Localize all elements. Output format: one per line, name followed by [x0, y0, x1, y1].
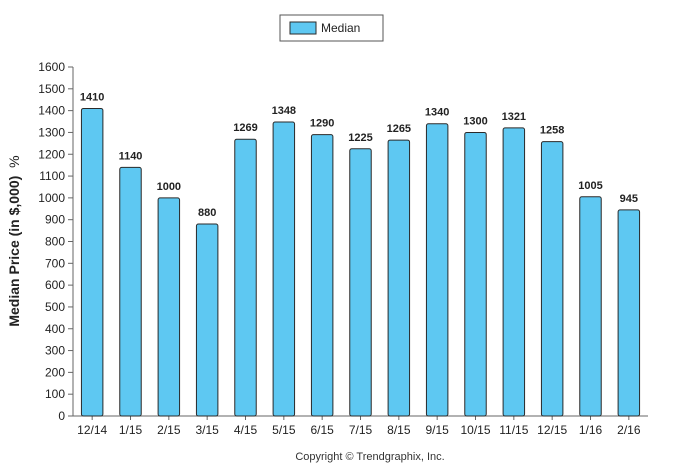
x-tick-label: 11/15 [499, 423, 528, 437]
y-tick-label: 300 [45, 344, 65, 358]
x-tick-label: 2/15 [157, 423, 181, 437]
bar-12-14 [80, 107, 104, 417]
y-tick-label: 700 [45, 256, 65, 270]
svg-text:Median Price (in $,000): Median Price (in $,000) % [6, 155, 22, 326]
data-label: 1340 [425, 107, 449, 119]
data-label: 1140 [119, 150, 143, 162]
y-tick-label: 600 [45, 278, 65, 292]
bar-8-15 [387, 139, 411, 417]
y-tick-label: 800 [45, 235, 65, 249]
y-tick-label: 100 [45, 387, 65, 401]
x-tick-label: 7/15 [349, 423, 373, 437]
y-tick-label: 1200 [38, 147, 65, 161]
bars [80, 107, 641, 417]
data-label: 1225 [348, 132, 372, 144]
y-tick-label: 200 [45, 365, 65, 379]
x-tick-label: 3/15 [195, 423, 219, 437]
y-axis-label: Median Price (in $,000) [6, 176, 22, 327]
bar-11-15 [502, 127, 526, 417]
bar-3-15 [195, 223, 219, 417]
legend-swatch-median [289, 21, 317, 35]
y-tick-label: 1400 [38, 104, 65, 118]
bar-10-15 [464, 131, 487, 417]
x-tick-label: 2/16 [617, 423, 641, 437]
x-tick-label: 12/14 [77, 423, 107, 437]
x-axis: 12/14 1/15 2/15 3/15 4/15 5/15 6/15 7/15 8/15 9/1… [73, 415, 648, 437]
y-axis: 0 100 200 300 400 500 600 700 800 900 1000 1100 1200… [38, 60, 74, 423]
data-label: 1410 [80, 91, 104, 103]
data-label: 1348 [272, 105, 296, 117]
y-tick-label: 1100 [39, 169, 65, 183]
data-label: 1005 [578, 180, 602, 192]
x-tick-label: 4/15 [234, 423, 258, 437]
x-tick-label: 12/15 [537, 423, 567, 437]
data-label: 1265 [387, 123, 411, 135]
value-labels: 1410 1140 1000 880 1269 1348 1290 1225 1265 1340 1… [80, 91, 638, 219]
y-tick-label: 1300 [38, 125, 65, 139]
y-axis-label-suffix: % [6, 155, 22, 167]
data-label: 1321 [502, 111, 526, 123]
y-tick-label: 0 [58, 409, 65, 423]
data-label: 1300 [463, 115, 487, 127]
legend-label-median: Median [321, 21, 360, 35]
bar-2-15 [157, 197, 181, 417]
y-axis-title: Median Price (in $,000) % [6, 155, 22, 326]
bar-6-15 [310, 134, 334, 417]
bar-1-15 [119, 166, 142, 417]
legend: Median [279, 14, 384, 42]
y-tick-label: 1000 [38, 191, 65, 205]
data-label: 1290 [310, 118, 334, 130]
bar-7-15 [349, 148, 372, 417]
bar-4-15 [234, 138, 257, 417]
copyright-footer: Copyright © Trendgraphix, Inc. [295, 451, 444, 463]
bar-12-15 [540, 141, 564, 417]
bar-5-15 [272, 121, 296, 417]
data-label: 1269 [233, 122, 257, 134]
x-tick-label: 1/15 [119, 423, 143, 437]
bar-9-15 [425, 123, 449, 417]
bar-1-16 [579, 196, 602, 417]
y-tick-label: 1500 [38, 82, 65, 96]
x-tick-label: 10/15 [460, 423, 490, 437]
x-tick-label: 9/15 [425, 423, 449, 437]
bar-2-16 [617, 209, 641, 417]
y-tick-label: 900 [45, 213, 65, 227]
y-tick-label: 500 [45, 300, 65, 314]
data-label: 1258 [540, 125, 564, 137]
x-tick-label: 1/16 [579, 423, 603, 437]
x-tick-label: 5/15 [272, 423, 296, 437]
y-tick-label: 1600 [38, 60, 65, 74]
y-tick-label: 400 [45, 322, 65, 336]
data-label: 1000 [157, 181, 181, 193]
x-tick-label: 6/15 [310, 423, 334, 437]
x-tick-label: 8/15 [387, 423, 411, 437]
data-label: 880 [198, 207, 216, 219]
data-label: 945 [620, 193, 638, 205]
